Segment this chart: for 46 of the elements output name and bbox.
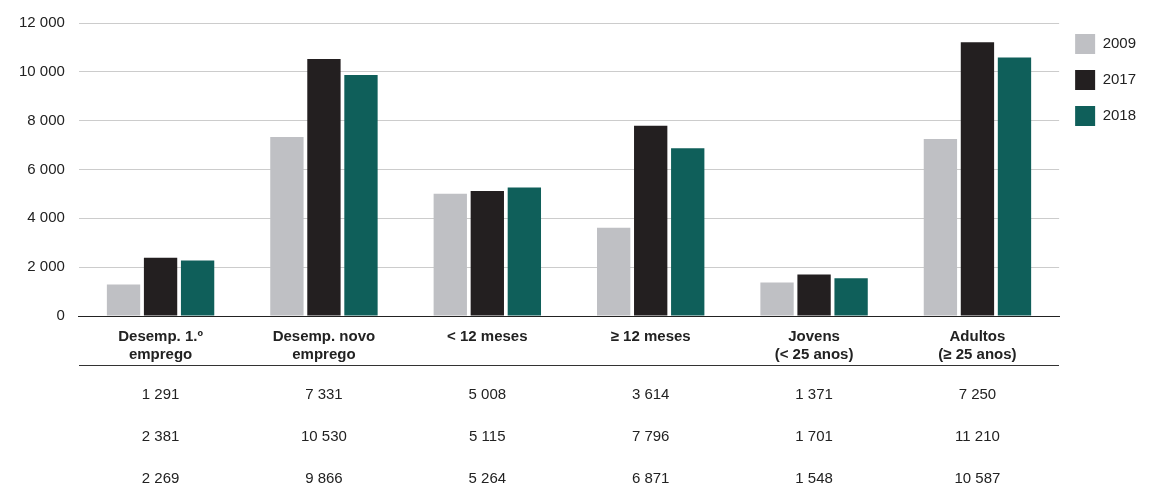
- data-label: 10 587: [954, 469, 1001, 487]
- data-label: 7 250: [958, 385, 997, 403]
- bar: [923, 138, 958, 316]
- x-tick-label: Desemp. 1.º emprego: [118, 327, 204, 363]
- bar: [760, 282, 794, 316]
- bar: [433, 193, 467, 316]
- bar: [507, 187, 542, 316]
- x-tick-label: Adultos (≥ 25 anos): [938, 327, 1017, 363]
- data-label: 9 866: [305, 469, 343, 487]
- data-label: 1 701: [795, 427, 833, 445]
- legend-label: 2017: [1102, 70, 1137, 88]
- y-tick-label: 2 000: [27, 257, 65, 275]
- y-tick-label: 4 000: [27, 208, 65, 226]
- data-label: 5 115: [469, 427, 506, 445]
- data-label: 5 008: [468, 385, 507, 403]
- data-label: 3 614: [631, 385, 670, 403]
- x-tick-label: Jovens (< 25 anos): [774, 327, 854, 363]
- data-label: 7 331: [305, 385, 343, 403]
- data-label: 2 269: [141, 469, 180, 487]
- y-tick-label: 12 000: [18, 13, 65, 31]
- bar: [180, 260, 215, 316]
- x-tick-label: Desemp. novo emprego: [272, 327, 376, 363]
- data-label: 6 871: [631, 469, 670, 487]
- bar: [597, 227, 631, 316]
- bar: [834, 278, 868, 316]
- bar: [344, 75, 378, 316]
- data-label: 1 291: [141, 385, 180, 403]
- data-label: 7 796: [631, 427, 670, 445]
- bar: [997, 57, 1032, 316]
- data-label: 10 530: [301, 427, 347, 445]
- y-tick-label: 0: [56, 306, 65, 324]
- data-label: 1 548: [795, 469, 833, 487]
- y-tick-label: 10 000: [18, 61, 65, 79]
- y-tick-label: 6 000: [27, 159, 65, 177]
- legend-label: 2018: [1102, 106, 1137, 124]
- bar: [270, 137, 304, 316]
- legend-label: 2009: [1102, 34, 1137, 52]
- bar: [106, 284, 141, 316]
- data-label: 2 381: [141, 427, 180, 445]
- x-tick-label: < 12 meses: [447, 327, 528, 345]
- data-label: 11 210: [955, 427, 1000, 445]
- bar: [671, 148, 705, 316]
- x-tick-label: ≥ 12 meses: [610, 327, 691, 345]
- y-tick-label: 8 000: [27, 110, 65, 128]
- data-label: 1 371: [795, 385, 833, 403]
- data-label: 5 264: [468, 469, 507, 487]
